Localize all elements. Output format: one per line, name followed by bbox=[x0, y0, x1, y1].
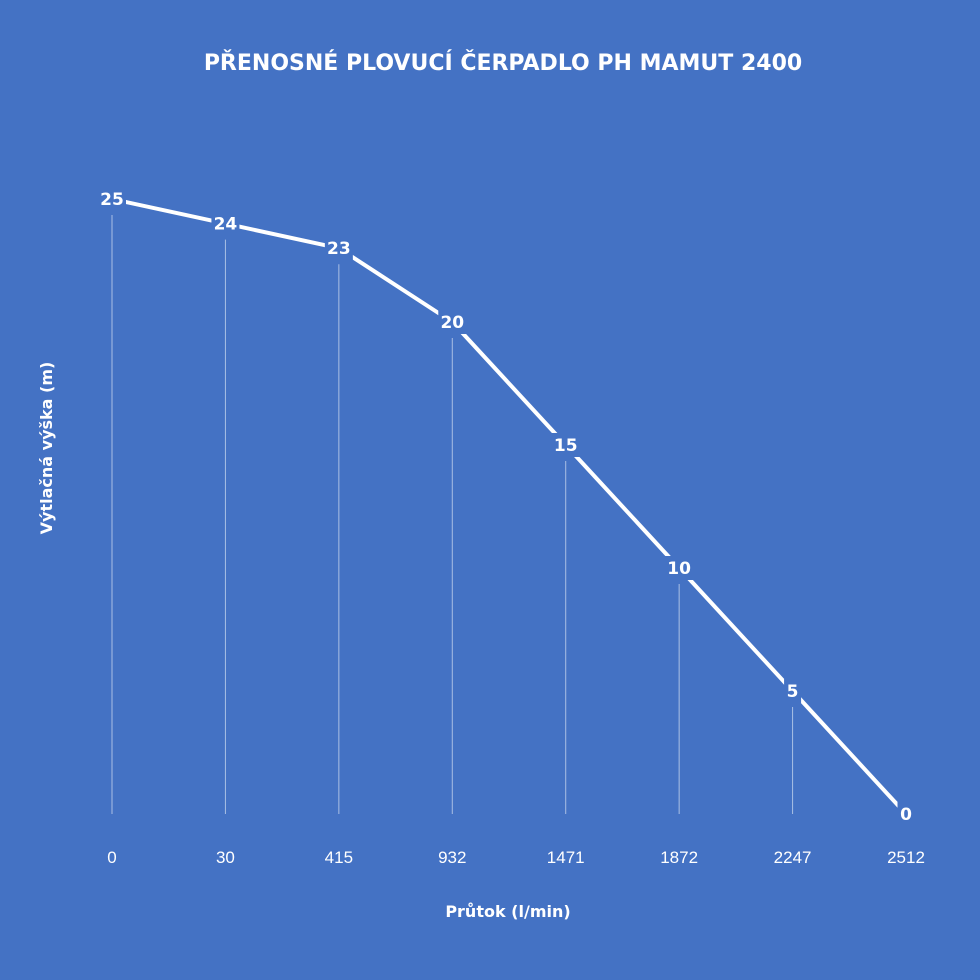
drop-lines bbox=[111, 215, 794, 814]
data-label: 23 bbox=[327, 239, 351, 259]
data-label-background bbox=[438, 310, 467, 334]
data-label: 5 bbox=[787, 682, 799, 702]
x-tick-label: 2247 bbox=[774, 848, 812, 867]
x-tick-label: 0 bbox=[107, 848, 116, 867]
x-tick-label: 415 bbox=[325, 848, 353, 867]
data-label-background bbox=[98, 187, 126, 211]
data-label-background bbox=[551, 433, 580, 457]
chart-title: PŘENOSNÉ PLOVUCÍ ČERPADLO PH MAMUT 2400 bbox=[204, 50, 802, 76]
x-tick-label: 30 bbox=[216, 848, 235, 867]
data-label: 0 bbox=[900, 805, 912, 825]
x-tick-labels: 0 30 415 932 1471 1872 2247 2512 bbox=[107, 848, 925, 867]
x-axis-title: Průtok (l/min) bbox=[445, 902, 570, 921]
data-label-background bbox=[665, 556, 694, 580]
x-tick-label: 1872 bbox=[660, 848, 698, 867]
data-label: 20 bbox=[440, 313, 464, 333]
data-label-background bbox=[784, 679, 802, 703]
data-label-background bbox=[897, 802, 915, 826]
y-axis-title: Výtlačná výška (m) bbox=[37, 362, 56, 535]
data-label: 10 bbox=[667, 559, 691, 579]
data-label: 24 bbox=[214, 215, 238, 235]
data-labels: 25 24 23 20 15 10 5 0 bbox=[98, 187, 915, 826]
series-group bbox=[110, 197, 908, 816]
series-line bbox=[110, 197, 908, 816]
data-label-background bbox=[324, 236, 353, 261]
data-label-background bbox=[211, 211, 240, 236]
data-label: 15 bbox=[554, 436, 578, 456]
x-tick-label: 932 bbox=[438, 848, 466, 867]
data-label: 25 bbox=[100, 190, 124, 210]
x-tick-label: 2512 bbox=[887, 848, 925, 867]
x-tick-label: 1471 bbox=[547, 848, 585, 867]
